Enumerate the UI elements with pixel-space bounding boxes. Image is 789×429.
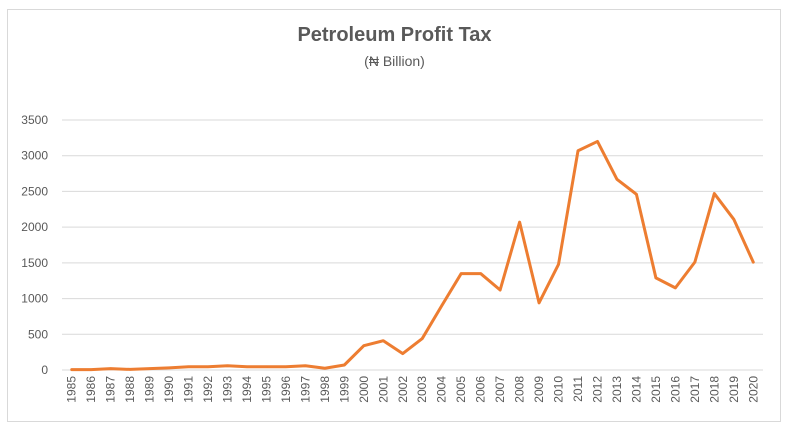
data-point: [284, 365, 288, 368]
data-point: [732, 218, 735, 221]
data-point: [343, 363, 346, 367]
x-tick-label: 1997: [298, 376, 312, 403]
data-point: [245, 365, 249, 368]
data-point: [128, 368, 132, 371]
x-tick-label: 2004: [435, 376, 449, 403]
series-line: [70, 139, 755, 372]
x-tick-label: 2018: [707, 376, 721, 403]
x-tick-label: 2008: [513, 376, 527, 403]
data-point: [206, 365, 210, 368]
x-tick-label: 2003: [415, 376, 429, 403]
data-point: [518, 220, 521, 224]
data-point: [323, 367, 327, 370]
x-tick-label: 1989: [143, 376, 157, 403]
data-point: [479, 272, 482, 275]
data-point: [167, 366, 171, 370]
data-point: [752, 260, 755, 264]
x-tick-label: 1990: [162, 376, 176, 403]
data-point: [187, 365, 190, 368]
data-point: [615, 178, 619, 181]
x-tick-label: 2017: [688, 376, 702, 403]
y-tick-label: 2000: [21, 220, 48, 234]
x-tick-label: 2006: [474, 376, 488, 403]
y-tick-label: 1000: [21, 292, 48, 306]
x-tick-label: 2019: [727, 376, 741, 403]
x-tick-label: 2011: [571, 376, 585, 402]
data-point: [635, 193, 638, 196]
data-point: [362, 344, 366, 347]
x-tick-label: 2010: [552, 376, 566, 403]
y-tick-label: 3500: [21, 113, 48, 127]
data-point: [674, 286, 677, 290]
data-point: [713, 192, 716, 195]
y-tick-label: 500: [28, 327, 48, 341]
x-tick-label: 2007: [493, 376, 507, 403]
data-point: [498, 288, 502, 292]
data-point: [304, 364, 307, 367]
chart-title: Petroleum Profit Tax: [297, 24, 492, 46]
x-tick-label: 2012: [590, 376, 604, 403]
y-tick-label: 3000: [21, 149, 48, 163]
data-point: [557, 263, 560, 266]
x-tick-label: 1994: [240, 376, 254, 403]
chart-subtitle: (₦ Billion): [364, 53, 425, 69]
x-tick-label: 2001: [376, 376, 390, 403]
y-tick-label: 1500: [21, 256, 48, 270]
x-tick-label: 1998: [318, 376, 332, 403]
x-tick-label: 1987: [104, 376, 118, 403]
data-point: [693, 260, 697, 264]
x-tick-label: 1995: [259, 376, 273, 403]
x-tick-label: 1996: [279, 376, 293, 403]
data-point: [537, 301, 541, 305]
x-tick-label: 2005: [454, 376, 468, 403]
data-point: [382, 339, 385, 342]
data-point: [70, 368, 73, 371]
data-point: [654, 276, 658, 280]
data-point: [90, 368, 93, 371]
data-point: [265, 365, 268, 368]
data-point: [109, 367, 112, 370]
y-tick-label: 0: [41, 363, 48, 377]
x-tick-label: 2002: [396, 376, 410, 403]
data-point: [226, 364, 229, 367]
x-tick-label: 1993: [221, 376, 235, 403]
x-tick-label: 1991: [182, 376, 196, 403]
x-tick-label: 2014: [629, 376, 643, 403]
x-tick-label: 1986: [84, 376, 98, 403]
x-tick-label: 2015: [649, 376, 663, 403]
data-point: [459, 272, 463, 275]
x-tick-label: 2016: [668, 376, 682, 403]
chart-area: [7, 9, 781, 422]
x-tick-label: 2000: [357, 376, 371, 403]
x-tick-label: 1988: [123, 376, 137, 403]
x-tick-label: 1985: [65, 376, 79, 403]
data-point: [421, 337, 424, 340]
data-point: [148, 367, 151, 370]
data-point: [401, 352, 404, 355]
data-point: [440, 304, 443, 307]
y-tick-label: 2500: [21, 184, 48, 198]
x-tick-label: 2013: [610, 376, 624, 403]
x-tick-label: 2009: [532, 376, 546, 403]
x-tick-label: 1992: [201, 376, 215, 403]
x-tick-label: 1999: [337, 376, 351, 403]
data-point: [596, 140, 599, 143]
data-point: [576, 149, 580, 152]
x-tick-label: 2020: [746, 376, 760, 403]
